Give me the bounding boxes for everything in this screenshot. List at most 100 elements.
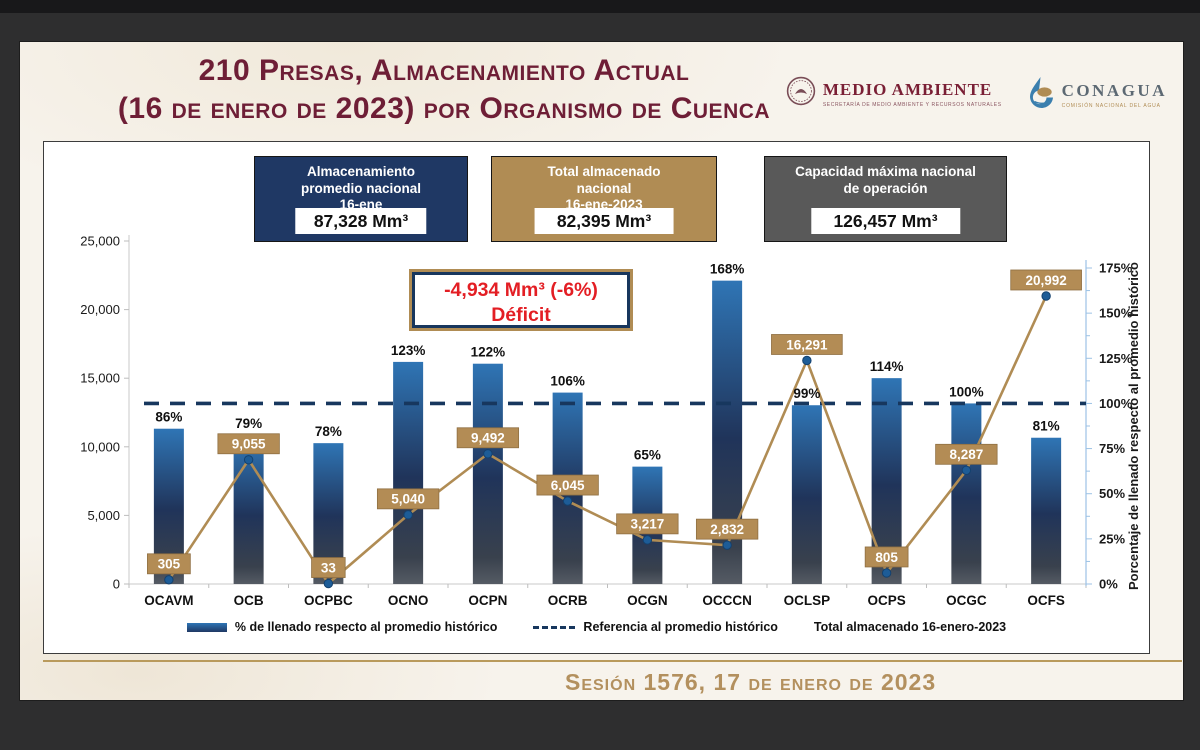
info-box-capacidad-maxima: Capacidad máxima nacional de operación 1… bbox=[764, 156, 1007, 242]
storage-point-OCLSP bbox=[802, 355, 812, 366]
title-line-1: 210 Presas, Almacenamiento Actual bbox=[198, 54, 690, 87]
right-axis-tick-label: 150% bbox=[1099, 306, 1133, 321]
water-drop-icon bbox=[1028, 76, 1055, 114]
conagua-subtitle: COMISIÓN NACIONAL DEL AGUA bbox=[1061, 103, 1161, 109]
session-footer: Sesión 1576, 17 de enero de 2023 bbox=[565, 669, 937, 695]
storage-line bbox=[167, 295, 1048, 586]
window-top-strip bbox=[0, 0, 1200, 13]
x-label-OCGC: OCGC bbox=[946, 593, 987, 608]
left-axis-tick-label: 5,000 bbox=[87, 508, 120, 523]
value-label-OCPS: 805 bbox=[875, 550, 898, 565]
value-box-OCGC bbox=[935, 443, 998, 465]
info-box-value: 126,457 Mm³ bbox=[810, 208, 961, 234]
right-axis-tick-label: 175% bbox=[1099, 261, 1133, 276]
x-label-OCB: OCB bbox=[234, 593, 264, 608]
bar-OCFS bbox=[1031, 437, 1062, 584]
value-label-OCLSP: 16,291 bbox=[786, 337, 828, 352]
legend-item-bars: % de llenado respecto al promedio histór… bbox=[186, 620, 497, 634]
legend-dash-swatch bbox=[533, 625, 576, 629]
info-box-label: Almacenamiento promedio nacional 16-ene bbox=[300, 164, 422, 212]
value-box-OCRB bbox=[536, 474, 599, 496]
x-label-OCNO: OCNO bbox=[388, 593, 429, 608]
x-label-OCFS: OCFS bbox=[1027, 593, 1065, 608]
medio-ambiente-logo: MEDIO AMBIENTE SECRETARÍA DE MEDIO AMBIE… bbox=[786, 76, 1002, 111]
left-axis-tick-label: 0 bbox=[113, 577, 120, 592]
legend-bar-swatch bbox=[186, 622, 227, 632]
right-axis-tick-label: 25% bbox=[1099, 531, 1125, 546]
value-label-OCB: 9,055 bbox=[232, 437, 266, 452]
medio-ambiente-label: MEDIO AMBIENTE bbox=[822, 79, 993, 99]
right-axis-tick-label: 125% bbox=[1099, 351, 1133, 366]
right-axis-tick-label: 75% bbox=[1099, 441, 1125, 456]
pct-label-OCB: 79% bbox=[235, 416, 262, 431]
info-box-value: 82,395 Mm³ bbox=[534, 208, 674, 234]
conagua-label: CONAGUA bbox=[1061, 81, 1167, 100]
info-box-total-almacenado: Total almacenado nacional 16-ene-2023 82… bbox=[491, 156, 717, 242]
slide-title: 210 Presas, Almacenamiento Actual (16 de… bbox=[20, 52, 868, 128]
pct-label-OCRB: 106% bbox=[550, 374, 585, 389]
pct-label-OCGC: 100% bbox=[949, 384, 984, 399]
value-label-OCGC: 8,287 bbox=[949, 447, 983, 462]
value-box-OCLSP bbox=[771, 334, 843, 355]
logos-block: MEDIO AMBIENTE SECRETARÍA DE MEDIO AMBIE… bbox=[786, 76, 1167, 114]
bar-OCGC bbox=[951, 403, 982, 584]
chart-legend: % de llenado respecto al promedio histór… bbox=[44, 620, 1149, 634]
x-label-OCPBC: OCPBC bbox=[304, 593, 353, 608]
deficit-label: Déficit bbox=[491, 304, 551, 326]
pct-label-OCNO: 123% bbox=[391, 343, 426, 358]
x-label-OCRB: OCRB bbox=[548, 593, 588, 608]
government-seal-icon bbox=[786, 76, 816, 111]
value-label-OCNO: 5,040 bbox=[391, 492, 425, 507]
value-label-OCAVM: 305 bbox=[158, 557, 181, 572]
slide: 210 Presas, Almacenamiento Actual (16 de… bbox=[20, 42, 1183, 700]
value-box-OCCCN bbox=[695, 518, 759, 540]
x-label-OCPS: OCPS bbox=[867, 593, 905, 608]
left-axis-tick-label: 20,000 bbox=[80, 302, 120, 317]
storage-point-OCFS bbox=[1041, 291, 1051, 301]
value-label-OCCCN: 2,832 bbox=[710, 522, 744, 537]
conagua-logo: CONAGUA COMISIÓN NACIONAL DEL AGUA bbox=[1028, 76, 1167, 114]
storage-point-OCGC bbox=[961, 465, 972, 476]
pct-label-OCPN: 122% bbox=[471, 345, 506, 360]
pct-label-OCLSP: 99% bbox=[793, 386, 820, 401]
bar-OCNO bbox=[393, 361, 424, 584]
x-label-OCGN: OCGN bbox=[627, 593, 668, 608]
storage-point-OCPBC bbox=[323, 578, 334, 589]
storage-point-OCCCN bbox=[722, 540, 732, 550]
x-label-OCLSP: OCLSP bbox=[784, 593, 831, 608]
value-box-OCPN bbox=[456, 427, 520, 449]
chart-svg: 0 5,000 10,000 15,000 20,000 25,000 0% 25% 50% 75… bbox=[80, 234, 1141, 609]
info-box-promedio-nacional: Almacenamiento promedio nacional 16-ene … bbox=[254, 156, 468, 242]
value-box-OCB bbox=[217, 433, 280, 455]
storage-point-OCAVM bbox=[164, 575, 174, 585]
storage-point-OCPN bbox=[483, 449, 493, 459]
value-box-OCFS bbox=[1010, 269, 1082, 291]
legend-item-line: Total almacenado 16-enero-2023 bbox=[813, 620, 1007, 634]
info-box-label: Total almacenado nacional 16-ene-2023 bbox=[547, 164, 661, 212]
value-label-OCGN: 3,217 bbox=[630, 517, 664, 532]
value-box-OCAVM bbox=[147, 553, 191, 575]
value-box-OCPS bbox=[864, 546, 909, 568]
left-axis-tick-label: 10,000 bbox=[80, 439, 120, 454]
right-axis-title: Porcentaje de llenado respecto al promed… bbox=[1126, 262, 1141, 590]
pct-label-OCPS: 114% bbox=[870, 359, 904, 374]
medio-ambiente-subtitle: SECRETARÍA DE MEDIO AMBIENTE Y RECURSOS … bbox=[822, 101, 1002, 108]
pct-label-OCAVM: 86% bbox=[155, 410, 182, 425]
value-label-OCPBC: 33 bbox=[321, 560, 337, 575]
deficit-value: -4,934 Mm³ (-6%) bbox=[444, 279, 598, 301]
x-label-OCPN: OCPN bbox=[468, 593, 507, 608]
x-label-OCCCN: OCCCN bbox=[702, 593, 752, 608]
bar-OCB bbox=[233, 441, 264, 584]
value-box-OCPBC bbox=[311, 557, 346, 578]
value-label-OCRB: 6,045 bbox=[551, 478, 585, 493]
value-label-OCPN: 9,492 bbox=[471, 431, 505, 446]
storage-point-OCNO bbox=[403, 510, 413, 520]
storage-point-OCPS bbox=[881, 568, 892, 578]
bar-OCLSP bbox=[791, 405, 822, 584]
x-label-OCAVM: OCAVM bbox=[144, 593, 193, 608]
right-axis-tick-label: 0% bbox=[1099, 577, 1118, 592]
value-label-OCFS: 20,992 bbox=[1025, 273, 1066, 288]
left-axis-tick-label: 15,000 bbox=[80, 371, 120, 386]
title-line-2: (16 de enero de 2023) por Organismo de C… bbox=[117, 92, 771, 125]
